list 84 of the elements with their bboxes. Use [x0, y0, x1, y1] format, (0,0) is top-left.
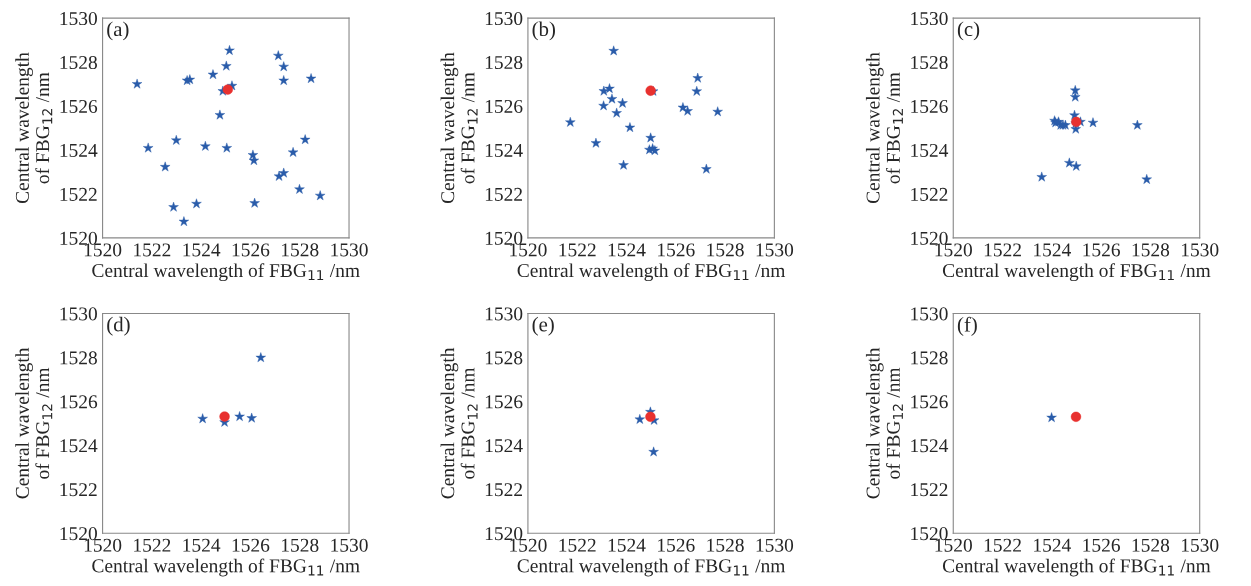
x-tick-label: 1528: [282, 243, 319, 257]
x-tick-label: 1528: [1132, 538, 1170, 552]
x-tick-label: 1520: [935, 243, 972, 257]
y-axis-title: Central wavelength of FBG$_{12}$ /nm: [440, 347, 478, 499]
x-tick-label: 1526: [658, 243, 695, 257]
x-tick-label: 1530: [1181, 538, 1219, 552]
x-tick-label: 1524: [183, 538, 221, 552]
annotation: (f): [957, 316, 977, 336]
x-tick-label: 1530: [1181, 243, 1219, 257]
y-tick-label: 1524: [485, 439, 523, 453]
y-tick-label: 1524: [60, 439, 98, 453]
y-tick-label: 1520: [485, 231, 523, 245]
y-tick-label: 1522: [485, 483, 522, 497]
x-axis-title: Central wavelength of FBG$_{11}$ /nm: [942, 263, 1211, 282]
y-tick-label: 1530: [60, 307, 97, 321]
y-tick-label: 1530: [485, 307, 523, 321]
y-tick-label: 1528: [485, 351, 523, 365]
x-tick-label: 1526: [1083, 243, 1120, 257]
y-axis-title: Central wavelength of FBG$_{12}$ /nm: [15, 347, 53, 499]
annotation: (e): [532, 316, 554, 336]
x-tick-label: 1528: [707, 243, 744, 257]
x-tick-label: 1528: [282, 538, 319, 552]
y-axis-title: Central wavelength of FBG$_{12}$ /nm: [865, 52, 903, 204]
annotation: (c): [957, 21, 980, 41]
x-tick-label: 1526: [1083, 538, 1120, 552]
x-axis-title: Central wavelength of FBG$_{11}$ /nm: [517, 558, 786, 577]
y-tick-label: 1530: [485, 11, 523, 26]
y-tick-label: 1522: [485, 187, 522, 201]
y-tick-label: 1528: [485, 55, 523, 70]
y-tick-label: 1520: [911, 231, 948, 245]
y-tick-label: 1526: [911, 99, 948, 113]
x-tick-label: 1526: [232, 243, 270, 257]
y-axis-title: Central wavelength of FBG$_{12}$ /nm: [440, 52, 478, 204]
y-tick-label: 1528: [60, 55, 97, 70]
y-tick-label: 1524: [485, 143, 523, 157]
y-tick-label: 1524: [911, 439, 949, 453]
annotation: (b): [532, 21, 555, 41]
y-tick-label: 1528: [911, 351, 948, 365]
x-axis-title: Central wavelength of FBG$_{11}$ /nm: [92, 558, 360, 577]
annotation: (d): [107, 316, 130, 336]
x-axis-title: Central wavelength of FBG$_{11}$ /nm: [942, 558, 1211, 577]
y-tick-label: 1526: [911, 395, 948, 409]
x-tick-label: 1524: [1034, 243, 1071, 257]
x-axis-title: Central wavelength of FBG$_{11}$ /nm: [517, 263, 786, 282]
y-tick-label: 1522: [60, 187, 97, 201]
y-tick-label: 1522: [60, 483, 97, 497]
x-tick-label: 1530: [756, 538, 794, 552]
y-tick-label: 1526: [60, 99, 98, 113]
x-tick-label: 1522: [134, 538, 171, 552]
y-tick-label: 1524: [911, 143, 949, 157]
y-tick-label: 1522: [911, 483, 948, 497]
x-tick-label: 1526: [232, 538, 270, 552]
x-tick-label: 1524: [1034, 538, 1071, 552]
x-tick-label: 1522: [984, 243, 1021, 257]
x-tick-label: 1526: [658, 538, 695, 552]
y-axis-title: Central wavelength of FBG$_{12}$ /nm: [15, 52, 53, 204]
y-tick-label: 1530: [60, 11, 97, 26]
x-tick-label: 1524: [608, 538, 646, 552]
x-tick-label: 1530: [756, 243, 794, 257]
x-tick-label: 1530: [331, 243, 368, 257]
y-tick-label: 1520: [60, 231, 97, 245]
x-tick-label: 1520: [510, 243, 547, 257]
y-tick-label: 1526: [485, 99, 523, 113]
y-tick-label: 1522: [911, 187, 948, 201]
x-tick-label: 1528: [707, 538, 744, 552]
y-tick-label: 1528: [60, 351, 97, 365]
x-tick-label: 1524: [608, 243, 646, 257]
y-tick-label: 1524: [60, 143, 98, 157]
x-tick-label: 1522: [984, 538, 1021, 552]
y-tick-label: 1530: [911, 307, 948, 321]
x-tick-label: 1522: [559, 538, 596, 552]
y-axis-title: Central wavelength of FBG$_{12}$ /nm: [865, 347, 903, 499]
x-tick-label: 1528: [1132, 243, 1170, 257]
y-tick-label: 1530: [911, 11, 948, 26]
y-tick-label: 1526: [60, 395, 98, 409]
x-tick-label: 1530: [331, 538, 368, 552]
x-tick-label: 1520: [84, 243, 122, 257]
y-tick-label: 1526: [485, 395, 523, 409]
x-axis-title: Central wavelength of FBG$_{11}$ /nm: [92, 263, 360, 282]
x-tick-label: 1522: [559, 243, 596, 257]
annotation: (a): [107, 21, 129, 41]
x-tick-label: 1524: [183, 243, 221, 257]
x-tick-label: 1522: [134, 243, 171, 257]
y-tick-label: 1528: [911, 55, 948, 70]
